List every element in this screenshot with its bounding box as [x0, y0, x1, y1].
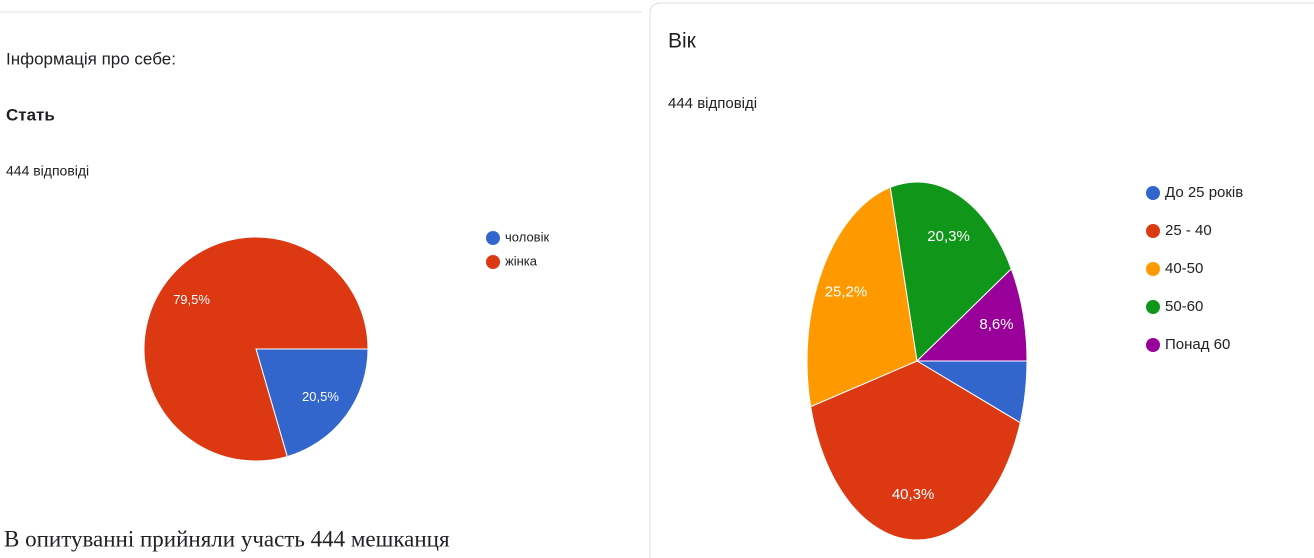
section-header: Інформація про себе: [6, 49, 176, 68]
legend-label: 25 - 40 [1165, 222, 1212, 239]
legend-swatch [486, 255, 500, 269]
slice-label: 79,5% [173, 292, 210, 307]
slice-label: 20,3% [927, 228, 970, 245]
chart-title: Стать [6, 105, 55, 124]
slice-label: 25,2% [825, 284, 868, 301]
legend-label: 40-50 [1165, 260, 1203, 277]
legend-label: До 25 років [1165, 184, 1243, 201]
legend-swatch [1146, 300, 1160, 314]
legend-swatch [1146, 262, 1160, 276]
slice-label: 40,3% [892, 486, 935, 503]
legend-label: Понад 60 [1165, 336, 1230, 353]
slice-label: 20,5% [302, 389, 339, 404]
legend-label: 50-60 [1165, 298, 1203, 315]
legend-swatch [1146, 186, 1160, 200]
pie-slice [915, 268, 1028, 362]
slice-label: 8,6% [979, 316, 1013, 333]
legend-label: чоловік [505, 229, 549, 244]
pie-slice [806, 186, 918, 408]
legend-swatch [1146, 224, 1160, 238]
caption: В опитуванні прийняли участь 444 мешканц… [4, 526, 450, 551]
pie-slice [810, 360, 1021, 541]
legend-swatch [486, 231, 500, 245]
legend-label: жінка [505, 253, 538, 268]
card-border [649, 2, 1314, 558]
pie-slice [143, 236, 369, 462]
chart-subtitle: 444 відповіді [668, 95, 757, 112]
pie-slice [889, 181, 1012, 363]
chart-subtitle: 444 відповіді [6, 163, 89, 179]
pie-slice [255, 348, 369, 458]
chart-title: Вік [668, 30, 697, 53]
legend-swatch [1146, 338, 1160, 352]
